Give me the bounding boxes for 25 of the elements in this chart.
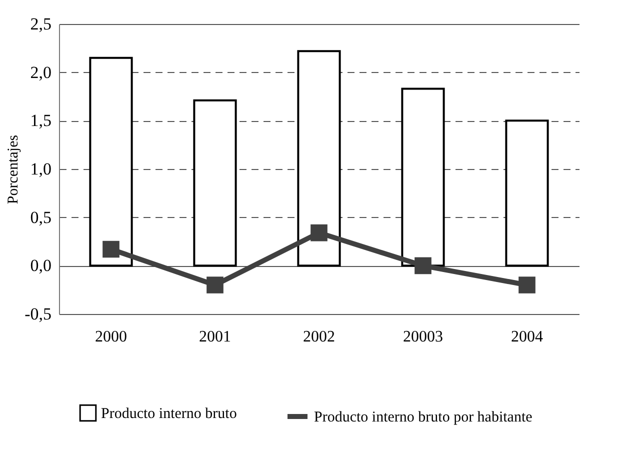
y-tick-label: 0,0 xyxy=(30,256,52,276)
y-tick-label: 1,0 xyxy=(30,160,52,178)
y-tick-label: 0,5 xyxy=(30,208,52,227)
point xyxy=(518,276,536,294)
x-tick-label: 2000 xyxy=(95,328,127,346)
y-tick-label: 1,5 xyxy=(30,111,52,130)
x-tick-label: 20003 xyxy=(403,328,443,346)
legend-label: Producto interno bruto xyxy=(101,406,237,422)
y-tick-label: 2,5 xyxy=(30,14,52,34)
bar xyxy=(89,56,133,267)
y-tick-label: -0,5 xyxy=(24,304,52,324)
bar xyxy=(401,88,445,267)
point xyxy=(102,240,120,258)
point xyxy=(310,224,328,242)
bar xyxy=(193,99,237,267)
y-tick-label: 2,0 xyxy=(30,62,52,82)
x-tick-label: 2002 xyxy=(303,328,335,346)
y-axis-title: Porcentajes xyxy=(6,134,22,204)
x-tick-label: 2001 xyxy=(199,328,231,346)
legend-label: Producto interno bruto por habitante xyxy=(314,410,533,426)
point xyxy=(206,276,224,294)
x-tick-label: 2004 xyxy=(511,328,543,346)
bar xyxy=(505,120,549,267)
point xyxy=(414,257,432,274)
bar xyxy=(297,50,341,267)
